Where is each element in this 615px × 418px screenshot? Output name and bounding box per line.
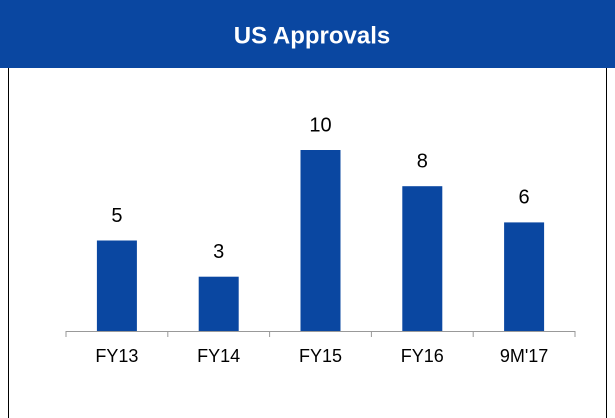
chart-title: US Approvals bbox=[234, 22, 390, 49]
bar bbox=[96, 240, 137, 331]
x-tick-label: FY14 bbox=[197, 346, 240, 366]
value-label: 3 bbox=[213, 241, 224, 263]
value-label: 5 bbox=[111, 205, 122, 227]
value-label: 10 bbox=[309, 114, 331, 136]
bar bbox=[402, 186, 443, 331]
value-label: 6 bbox=[519, 187, 530, 209]
header-band bbox=[0, 0, 615, 68]
x-tick-label: FY13 bbox=[95, 346, 138, 366]
x-tick-label: FY15 bbox=[299, 346, 342, 366]
bar bbox=[504, 222, 545, 331]
value-label: 8 bbox=[417, 150, 428, 172]
x-tick-label: 9M'17 bbox=[500, 346, 548, 366]
bar bbox=[198, 276, 239, 331]
bar bbox=[300, 150, 341, 331]
x-tick-label: FY16 bbox=[401, 346, 444, 366]
